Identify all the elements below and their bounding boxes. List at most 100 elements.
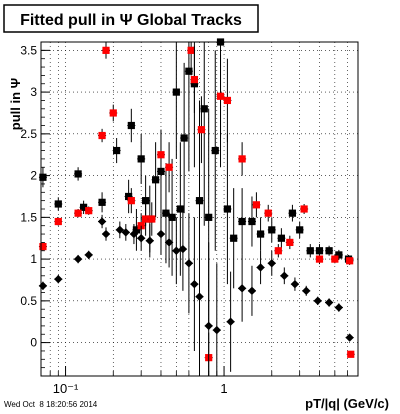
data-point xyxy=(127,197,135,205)
data-point xyxy=(127,121,135,130)
x-axis-label: pT/|q| (GeV/c) xyxy=(305,396,389,411)
data-point xyxy=(256,263,265,272)
data-point xyxy=(346,257,354,265)
data-point xyxy=(168,213,176,221)
data-point xyxy=(54,200,62,208)
data-point xyxy=(324,298,334,307)
data-point xyxy=(211,146,219,155)
data-point xyxy=(172,88,180,96)
data-point xyxy=(247,286,257,296)
data-point xyxy=(286,238,294,246)
title-frame xyxy=(3,4,259,33)
data-point xyxy=(306,247,314,255)
data-point xyxy=(212,325,221,335)
data-point xyxy=(296,226,304,234)
y-tick-label: 2.5 xyxy=(20,127,37,141)
data-point xyxy=(345,333,354,342)
data-point xyxy=(80,203,88,211)
data-point xyxy=(300,205,308,213)
data-point xyxy=(223,205,232,213)
data-point xyxy=(129,229,139,239)
data-point xyxy=(197,126,206,134)
data-point xyxy=(54,274,63,284)
data-point xyxy=(109,109,117,117)
data-point xyxy=(157,151,165,159)
data-point xyxy=(195,292,204,301)
data-point xyxy=(184,259,194,268)
data-point xyxy=(315,247,324,255)
data-point xyxy=(172,246,181,255)
data-point xyxy=(204,321,213,331)
data-point xyxy=(84,250,93,260)
chart-title: Fitted pull in Ψ Global Tracks xyxy=(20,12,242,29)
data-point xyxy=(180,134,188,142)
data-point xyxy=(288,209,297,217)
title-box: Fitted pull in Ψ Global Tracks xyxy=(3,4,259,33)
data-point xyxy=(226,317,235,326)
data-point xyxy=(142,215,150,223)
data-point xyxy=(178,244,188,254)
y-tick-label: 1 xyxy=(30,252,37,266)
y-tick-label: 3 xyxy=(30,85,37,99)
y-tick-label: 2 xyxy=(30,169,37,183)
data-point xyxy=(142,197,150,205)
data-point xyxy=(335,251,343,259)
series-2 xyxy=(38,207,354,376)
data-point xyxy=(313,296,322,306)
data-point xyxy=(102,46,110,54)
data-point xyxy=(347,350,355,358)
data-point xyxy=(39,242,47,251)
data-points xyxy=(38,38,355,376)
data-point xyxy=(164,238,174,247)
data-point xyxy=(238,155,246,163)
data-point xyxy=(268,226,276,234)
data-point xyxy=(39,173,47,181)
axis-ticks: 0 0.5 1 1.5 2 2.5 3 3.5 10⁻¹ 1 xyxy=(20,41,359,396)
data-point xyxy=(325,247,333,255)
data-point xyxy=(125,192,133,201)
data-point xyxy=(97,217,107,226)
data-point xyxy=(115,225,125,235)
y-axis-label: pull in Ψ xyxy=(8,78,23,130)
y-tick-label: 1.5 xyxy=(20,210,37,224)
data-point xyxy=(267,259,276,268)
data-point xyxy=(256,230,265,238)
data-point xyxy=(74,209,82,217)
data-point xyxy=(185,67,193,75)
data-point xyxy=(264,209,272,217)
data-point xyxy=(331,255,339,263)
data-point xyxy=(205,213,213,221)
data-point xyxy=(290,279,300,289)
data-point xyxy=(162,209,170,217)
data-point xyxy=(137,155,145,163)
data-point xyxy=(280,271,289,280)
data-point xyxy=(195,197,204,205)
grid xyxy=(40,42,359,376)
data-point xyxy=(145,236,154,245)
data-point xyxy=(73,254,83,264)
data-point xyxy=(101,229,111,239)
x-tick-label: 1 xyxy=(220,381,227,396)
data-point xyxy=(165,163,173,171)
data-point xyxy=(98,131,106,140)
data-point xyxy=(190,75,198,84)
data-point xyxy=(187,46,195,54)
data-point xyxy=(216,92,225,100)
data-point xyxy=(74,170,82,178)
data-point xyxy=(85,207,93,215)
data-point xyxy=(148,215,156,223)
data-point xyxy=(152,176,160,184)
data-point xyxy=(223,96,232,105)
data-point xyxy=(248,217,256,226)
data-point xyxy=(121,228,131,237)
data-point xyxy=(252,201,261,209)
data-point xyxy=(156,229,166,239)
y-tick-label: 3.5 xyxy=(20,43,37,57)
data-point xyxy=(237,284,247,293)
data-point xyxy=(334,303,344,312)
data-point xyxy=(136,234,146,243)
data-point xyxy=(132,226,141,234)
data-point xyxy=(274,247,282,255)
data-point xyxy=(200,105,208,113)
